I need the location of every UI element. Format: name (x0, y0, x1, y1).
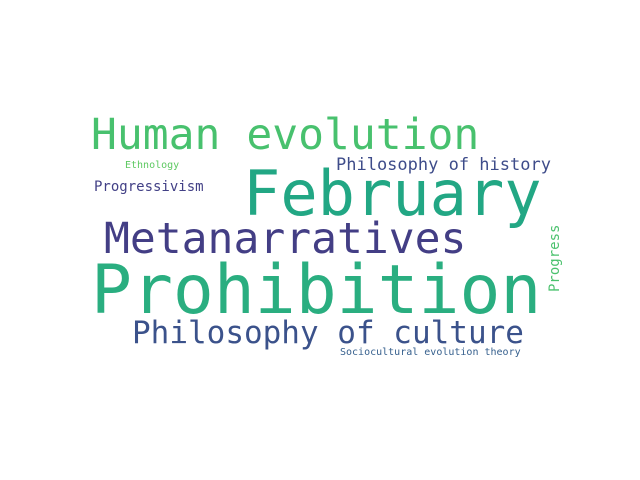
word-human-evolution: Human evolution (91, 110, 480, 160)
word-february: February (243, 157, 542, 230)
word-progress: Progress (547, 224, 563, 292)
word-philosophy-of-history: Philosophy of history (336, 155, 551, 175)
word-philosophy-of-culture: Philosophy of culture (132, 315, 524, 351)
word-prohibition: Prohibition (91, 251, 542, 330)
word-metanarratives: Metanarratives (104, 214, 467, 264)
word-progressivism: Progressivism (94, 179, 204, 195)
word-ethnology: Ethnology (125, 160, 180, 171)
word-sociocultural-evolution-theory: Sociocultural evolution theory (340, 347, 521, 358)
